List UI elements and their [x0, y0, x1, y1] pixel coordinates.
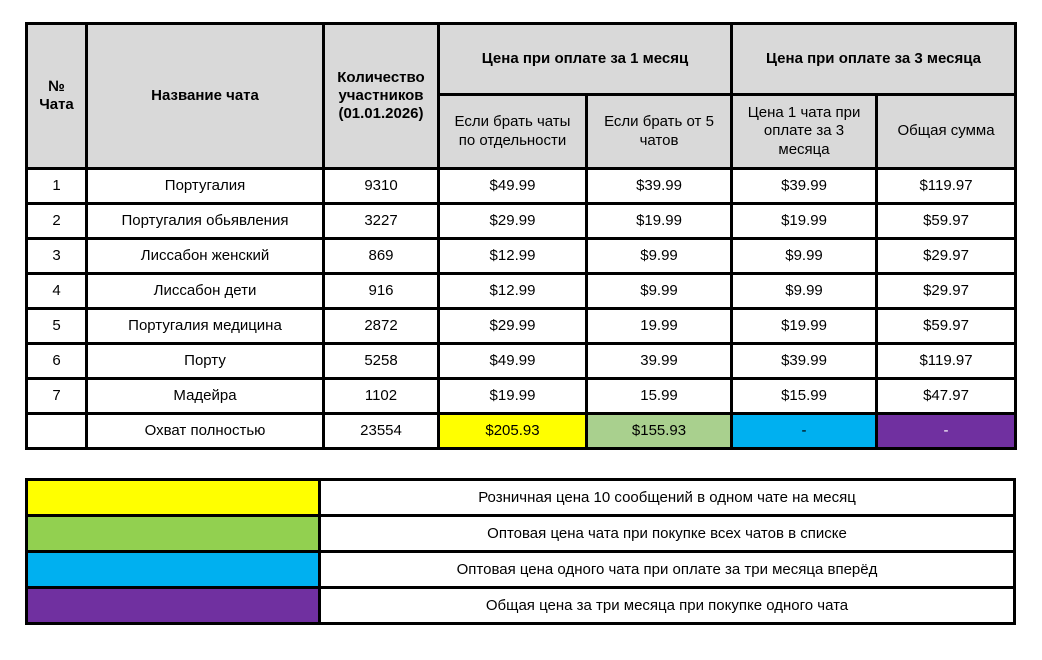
legend-swatch-yellow — [25, 478, 321, 517]
cell-chat-name: Лиссабон женский — [85, 237, 325, 275]
cell-total-3m: $47.97 — [875, 377, 1018, 415]
cell-price-per-chat-3m: $39.99 — [730, 167, 879, 205]
cell-price-individual: $12.99 — [437, 237, 588, 275]
cell-price-from5: 15.99 — [584, 377, 734, 415]
cell-price-from5: $9.99 — [584, 272, 734, 310]
cell-chat-number: 3 — [25, 237, 88, 275]
cell-chat-number: 6 — [25, 342, 88, 380]
cell-participants: 5258 — [322, 342, 440, 380]
cell-price-from5: 19.99 — [584, 307, 734, 345]
table-row: 1 Португалия 9310 $49.99 $39.99 $39.99 $… — [25, 167, 1018, 205]
cell-price-individual: $29.99 — [437, 202, 588, 240]
table-row: 6 Порту 5258 $49.99 39.99 $39.99 $119.97 — [25, 342, 1018, 380]
cell-summary-from5: $155.93 — [584, 412, 734, 450]
summary-row: Охват полностью 23554 $205.93 $155.93 - … — [25, 412, 1018, 450]
cell-price-individual: $49.99 — [437, 342, 588, 380]
cell-summary-participants: 23554 — [322, 412, 440, 450]
header-sub-row: Если брать чаты по отдельности Если брат… — [27, 93, 1018, 170]
cell-chat-number: 4 — [25, 272, 88, 310]
legend: Розничная цена 10 сообщений в одном чате… — [25, 478, 1016, 625]
cell-chat-number: 5 — [25, 307, 88, 345]
legend-label: Розничная цена 10 сообщений в одном чате… — [318, 478, 1016, 517]
cell-price-per-chat-3m: $9.99 — [730, 237, 879, 275]
cell-price-per-chat-3m: $15.99 — [730, 377, 879, 415]
legend-row: Оптовая цена чата при покупке всех чатов… — [25, 514, 1016, 553]
cell-summary-per-chat-3m: - — [730, 412, 879, 450]
cell-chat-name: Португалия медицина — [85, 307, 325, 345]
table-row: 4 Лиссабон дети 916 $12.99 $9.99 $9.99 $… — [25, 272, 1018, 310]
cell-chat-name: Мадейра — [85, 377, 325, 415]
header-price-per-chat-3m: Цена 1 чата при оплате за 3 месяца — [730, 93, 879, 170]
cell-chat-number-empty — [25, 412, 88, 450]
legend-row: Розничная цена 10 сообщений в одном чате… — [25, 478, 1016, 517]
header-price-from-5-chats: Если брать от 5 чатов — [584, 93, 734, 170]
header-group-row: № Чата Название чата Количество участник… — [25, 22, 1018, 170]
chat-pricing-table: № Чата Название чата Количество участник… — [25, 22, 1018, 450]
legend-row: Общая цена за три месяца при покупке одн… — [25, 586, 1016, 625]
cell-participants: 916 — [322, 272, 440, 310]
cell-total-3m: $29.97 — [875, 237, 1018, 275]
cell-total-3m: $119.97 — [875, 167, 1018, 205]
table-row: 3 Лиссабон женский 869 $12.99 $9.99 $9.9… — [25, 237, 1018, 275]
cell-price-from5: $39.99 — [584, 167, 734, 205]
header-chat-number: № Чата — [25, 22, 88, 170]
cell-participants: 1102 — [322, 377, 440, 415]
cell-participants: 3227 — [322, 202, 440, 240]
cell-chat-name: Лиссабон дети — [85, 272, 325, 310]
header-total-sum: Общая сумма — [875, 93, 1018, 170]
cell-summary-individual: $205.93 — [437, 412, 588, 450]
cell-chat-name: Португалия — [85, 167, 325, 205]
cell-chat-number: 1 — [25, 167, 88, 205]
legend-label: Общая цена за три месяца при покупке одн… — [318, 586, 1016, 625]
cell-price-per-chat-3m: $39.99 — [730, 342, 879, 380]
table-row: 2 Португалия обьявления 3227 $29.99 $19.… — [25, 202, 1018, 240]
cell-total-3m: $119.97 — [875, 342, 1018, 380]
cell-chat-number: 2 — [25, 202, 88, 240]
cell-chat-number: 7 — [25, 377, 88, 415]
cell-summary-total-3m: - — [875, 412, 1018, 450]
cell-participants: 2872 — [322, 307, 440, 345]
header-participants: Количество участников (01.01.2026) — [322, 22, 440, 170]
legend-row: Оптовая цена одного чата при оплате за т… — [25, 550, 1016, 589]
header-price-individual: Если брать чаты по отдельности — [437, 93, 588, 170]
table-row: 5 Португалия медицина 2872 $29.99 19.99 … — [25, 307, 1018, 345]
legend-swatch-blue — [25, 550, 321, 589]
cell-participants: 9310 — [322, 167, 440, 205]
cell-price-from5: 39.99 — [584, 342, 734, 380]
cell-total-3m: $29.97 — [875, 272, 1018, 310]
legend-label: Оптовая цена чата при покупке всех чатов… — [318, 514, 1016, 553]
cell-price-individual: $12.99 — [437, 272, 588, 310]
cell-price-per-chat-3m: $19.99 — [730, 202, 879, 240]
legend-label: Оптовая цена одного чата при оплате за т… — [318, 550, 1016, 589]
cell-price-per-chat-3m: $19.99 — [730, 307, 879, 345]
table-row: 7 Мадейра 1102 $19.99 15.99 $15.99 $47.9… — [25, 377, 1018, 415]
cell-price-from5: $9.99 — [584, 237, 734, 275]
header-chat-name: Название чата — [85, 22, 325, 170]
cell-participants: 869 — [322, 237, 440, 275]
header-group-3-months: Цена при оплате за 3 месяца — [730, 22, 1018, 96]
header-group-1-month: Цена при оплате за 1 месяц — [436, 22, 734, 96]
cell-total-3m: $59.97 — [875, 307, 1018, 345]
cell-price-from5: $19.99 — [584, 202, 734, 240]
legend-swatch-purple — [25, 586, 321, 625]
cell-chat-name: Португалия обьявления — [85, 202, 325, 240]
cell-chat-name: Порту — [85, 342, 325, 380]
cell-summary-name: Охват полностью — [85, 412, 325, 450]
cell-price-individual: $19.99 — [437, 377, 588, 415]
cell-price-per-chat-3m: $9.99 — [730, 272, 879, 310]
cell-price-individual: $29.99 — [437, 307, 588, 345]
legend-swatch-green — [25, 514, 321, 553]
cell-total-3m: $59.97 — [875, 202, 1018, 240]
cell-price-individual: $49.99 — [437, 167, 588, 205]
